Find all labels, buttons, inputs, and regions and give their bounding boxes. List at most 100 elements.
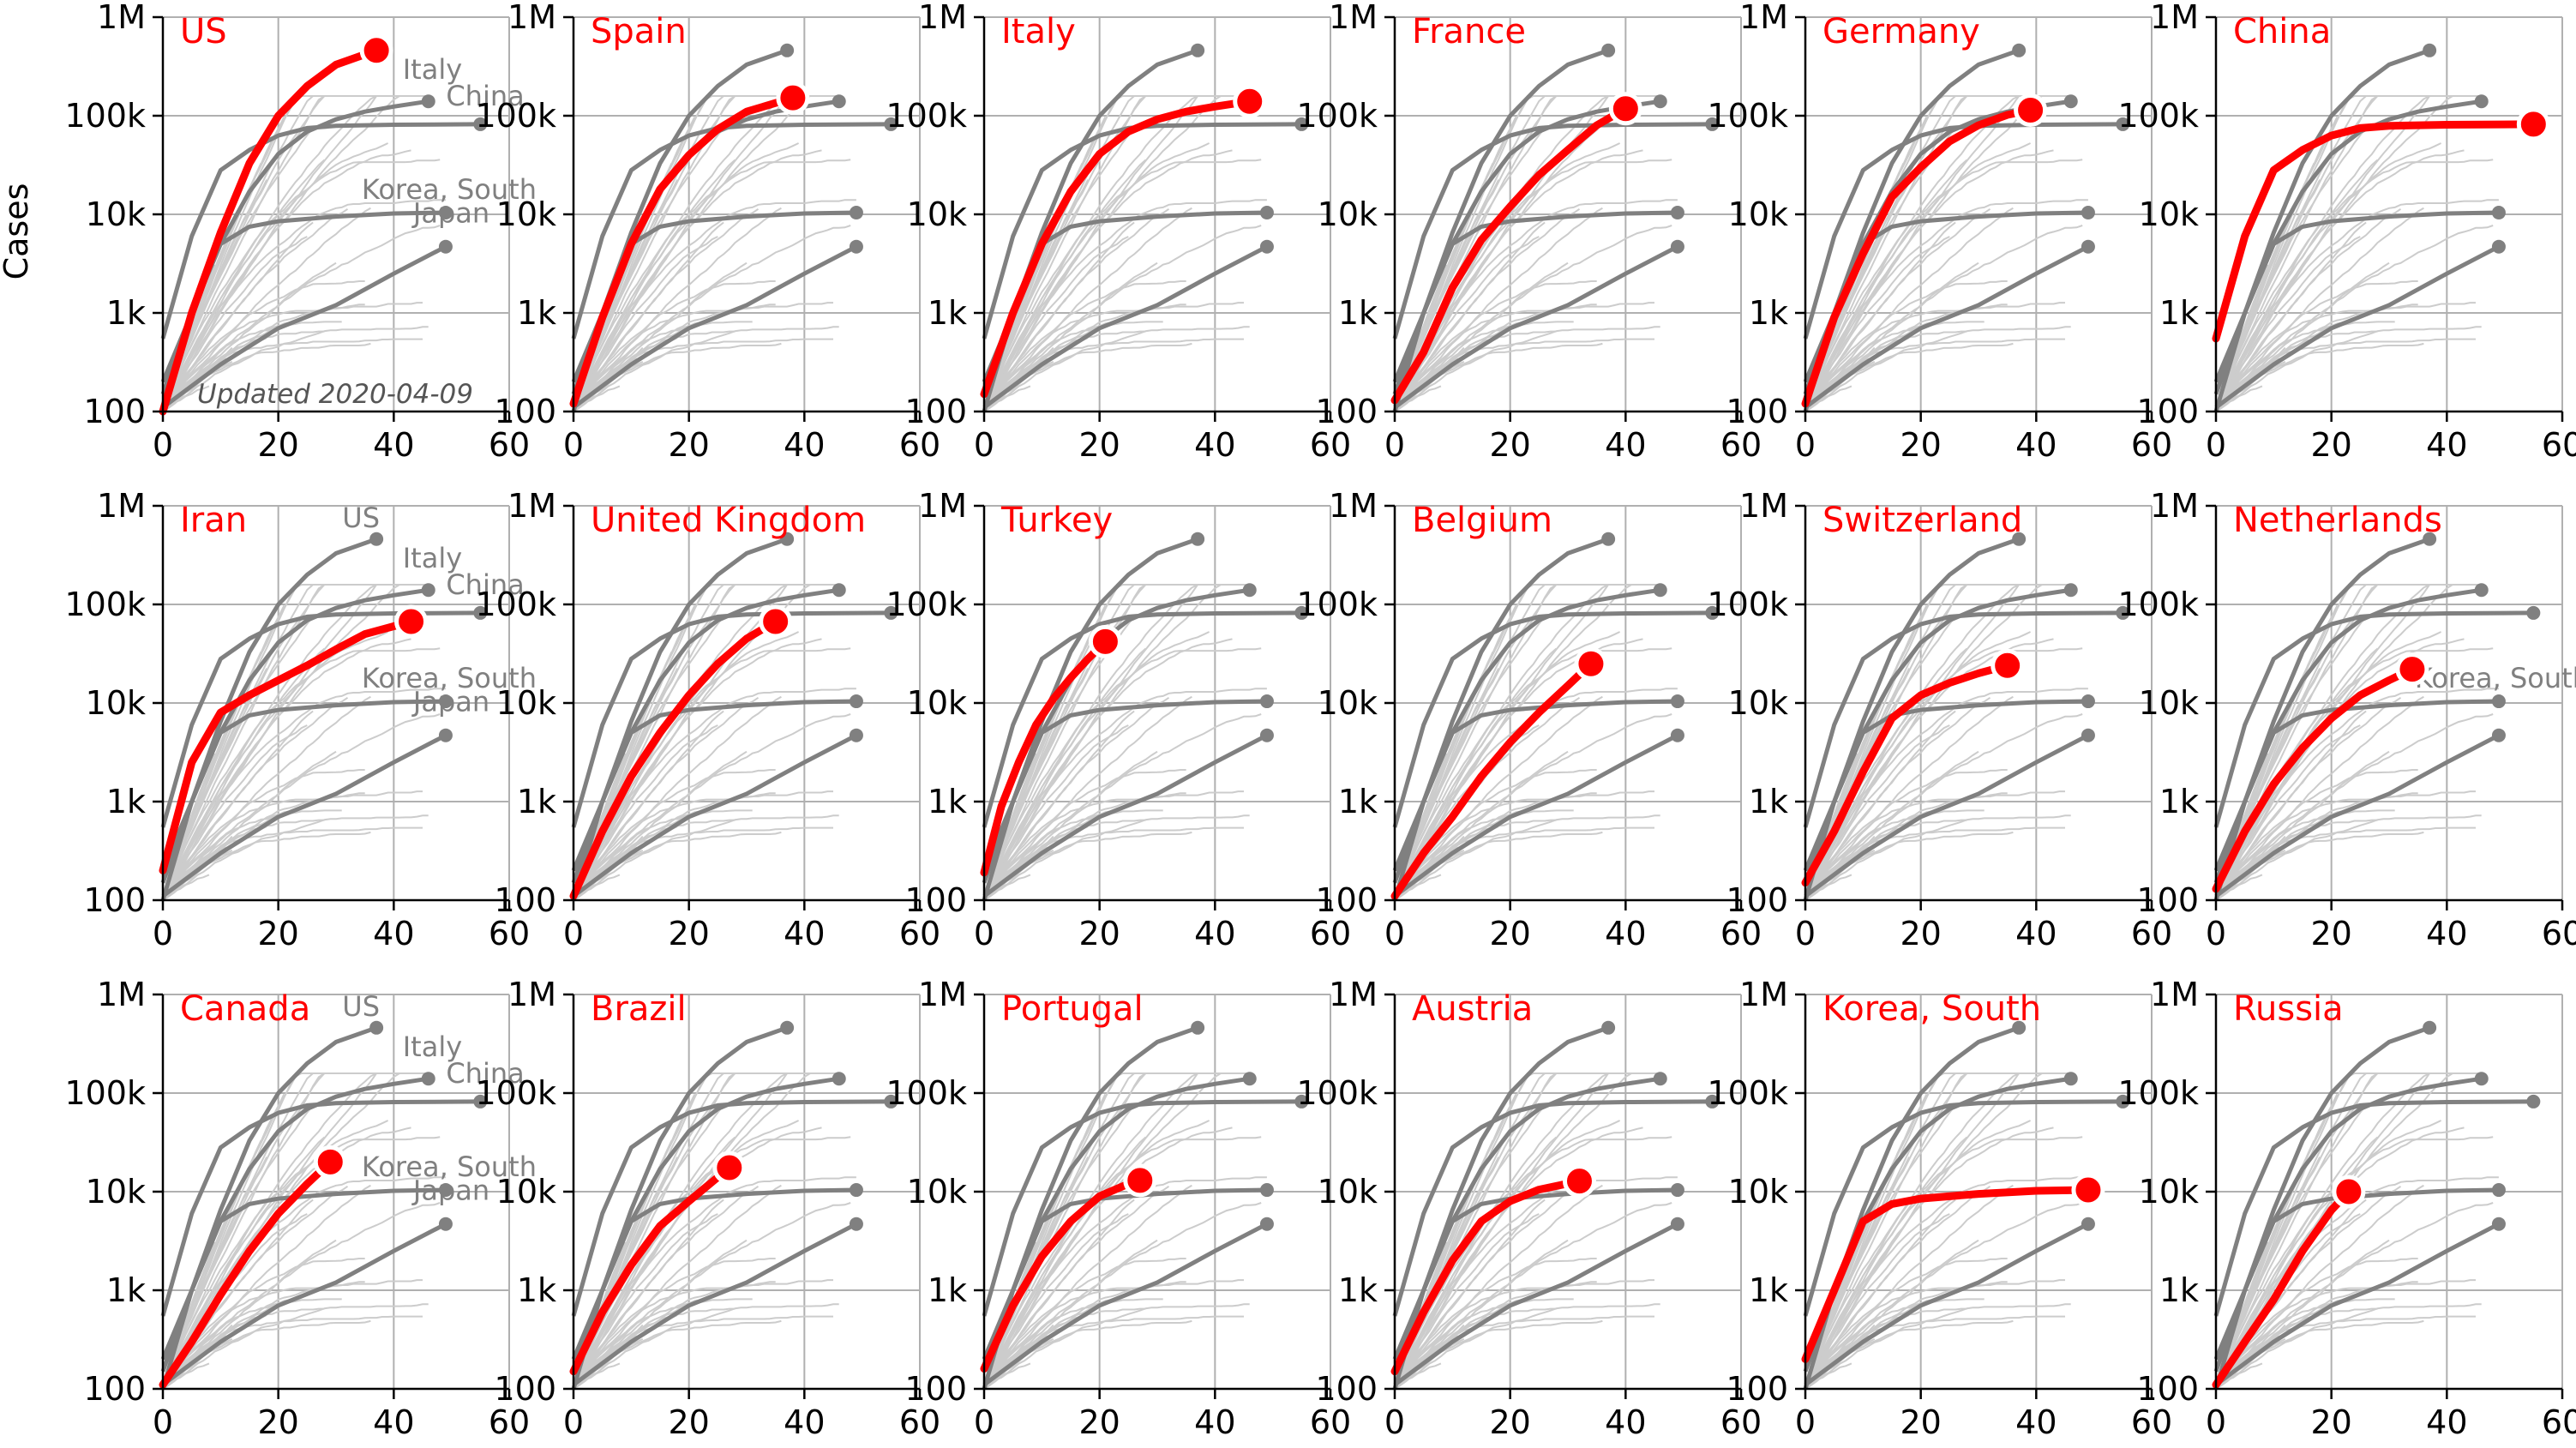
panel-turkey: 100 1k 10k 100k 1M 0 20 40 60 Turkey [886, 487, 1351, 952]
y-tick-label: 1k [106, 1271, 146, 1309]
x-tick-label: 0 [563, 1403, 584, 1441]
reference-line-korea-south [571, 1187, 856, 1361]
reference-end-point [849, 1183, 863, 1198]
reference-end-point [2491, 239, 2506, 254]
x-tick-label: 60 [1310, 915, 1351, 952]
highlight-end-point [2395, 652, 2429, 687]
background-line [163, 1202, 441, 1386]
x-tick-label: 60 [2131, 915, 2172, 952]
background-line [573, 236, 718, 411]
reference-line-japan [572, 244, 858, 410]
background-line [163, 280, 365, 407]
reference-end-point [438, 206, 453, 220]
reference-end-point [2491, 1217, 2506, 1231]
reference-end-point [2012, 532, 2027, 546]
reference-end-point [438, 1217, 453, 1231]
reference-end-point [438, 694, 453, 709]
y-tick-label: 1k [1338, 783, 1378, 820]
background-line [2216, 695, 2424, 898]
background-line [1395, 1184, 1603, 1386]
reference-label: Italy [403, 1030, 462, 1063]
x-tick-label: 0 [974, 426, 994, 464]
background-line [163, 326, 429, 412]
background-line [163, 1303, 429, 1389]
y-tick-label: 1M [1739, 0, 1788, 36]
background-series [573, 1072, 856, 1389]
x-tick-label: 20 [257, 426, 298, 464]
reference-line-japan [161, 244, 447, 410]
background-line [163, 1184, 371, 1386]
reference-end-point [884, 605, 898, 620]
x-tick-label: 40 [2426, 915, 2467, 952]
background-line [573, 1185, 760, 1387]
background-line [1395, 1072, 1654, 1389]
y-tick-label: 100 [494, 1370, 556, 1408]
x-tick-label: 60 [2542, 915, 2576, 952]
reference-end-point [884, 1094, 898, 1109]
background-series [573, 95, 856, 412]
panel-title: Korea, South [1822, 989, 2041, 1029]
y-tick-label: 1M [2150, 976, 2199, 1013]
background-line [1805, 688, 2088, 899]
background-line [573, 207, 782, 409]
x-tick-label: 60 [1310, 1403, 1351, 1441]
reference-end-point [369, 1020, 384, 1035]
reference-end-point [780, 43, 795, 57]
reference-line-japan [982, 244, 1269, 410]
background-line [984, 199, 1267, 411]
background-line [984, 1184, 1192, 1386]
highlight-end-point [313, 1145, 347, 1179]
reference-end-point [1705, 1094, 1720, 1109]
y-tick-label: 1M [97, 0, 146, 36]
x-tick-label: 40 [1194, 426, 1235, 464]
background-line [1805, 790, 2065, 900]
background-line [1395, 302, 1654, 412]
background-line [984, 688, 1267, 899]
reference-end-point [849, 694, 863, 709]
reference-end-point [1294, 1094, 1309, 1109]
x-tick-label: 0 [1795, 915, 1816, 952]
reference-end-point [1191, 532, 1205, 546]
panel-russia: 100 1k 10k 100k 1M 0 20 40 60 Russia [2117, 976, 2576, 1441]
x-tick-label: 0 [2206, 915, 2226, 952]
y-tick-label: 100k [2117, 1074, 2199, 1112]
background-line [1805, 95, 2037, 408]
x-tick-label: 60 [1720, 426, 1762, 464]
reference-end-point [2491, 694, 2506, 709]
reference-line-japan [2214, 1222, 2501, 1387]
background-line [1395, 713, 1672, 898]
background-line [984, 280, 1186, 407]
background-line [1805, 207, 2014, 409]
panel-brazil: 100 1k 10k 100k 1M 0 20 40 60 Brazil [475, 976, 940, 1441]
reference-line-japan [982, 733, 1269, 898]
y-tick-label: 1k [928, 783, 967, 820]
y-tick-label: 1M [2150, 0, 2199, 36]
reference-label: Japan [411, 1175, 489, 1207]
reference-label: Japan [411, 197, 489, 230]
x-tick-label: 20 [1900, 1403, 1941, 1441]
background-line [1805, 1279, 2065, 1389]
background-line [984, 302, 1244, 412]
reference-line-china [982, 1099, 1302, 1317]
reference-end-point [849, 1217, 863, 1231]
background-line [984, 1298, 1163, 1389]
y-tick-label: 100 [2136, 881, 2199, 919]
y-tick-label: 100 [83, 393, 146, 430]
reference-end-point [2063, 583, 2078, 598]
reference-line-korea-south [1803, 699, 2088, 872]
y-tick-label: 100k [886, 97, 967, 135]
background-line [1805, 280, 2008, 407]
panel-portugal: 100 1k 10k 100k 1M 0 20 40 60 Portugal [886, 976, 1351, 1441]
highlight-end-point [1088, 624, 1122, 658]
background-line [163, 584, 423, 900]
reference-end-point [2081, 1217, 2095, 1231]
background-line [1395, 225, 1672, 409]
reference-line-japan [161, 1222, 447, 1387]
y-tick-label: 1k [2159, 1271, 2199, 1309]
highlight-line [569, 617, 780, 900]
reference-line-china [2213, 610, 2534, 828]
x-tick-label: 0 [563, 915, 584, 952]
y-tick-label: 100k [1707, 1074, 1788, 1112]
reference-end-point [1705, 117, 1720, 131]
background-line [984, 1213, 1129, 1388]
